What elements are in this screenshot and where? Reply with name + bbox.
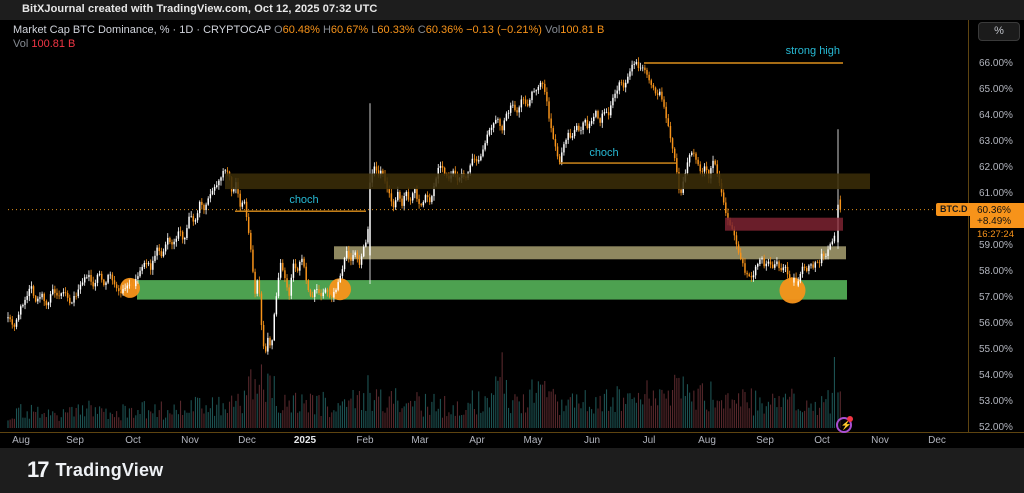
- btcd-symbol-tag: BTC.D: [936, 203, 972, 216]
- entry-circle-marker: [120, 277, 140, 298]
- legend-row-volume: Vol 100.81 B: [13, 38, 604, 51]
- entry-circle-marker: [779, 277, 806, 304]
- time-axis-label: Dec: [928, 435, 946, 446]
- price-tick-label: 53.00%: [979, 396, 1013, 407]
- legend-field-label: C: [414, 24, 426, 36]
- price-tick-label: 58.00%: [979, 266, 1013, 277]
- annotation-label: choch: [589, 147, 618, 159]
- candlestick-chart[interactable]: strong high choch choch: [0, 20, 968, 432]
- legend-field-label: L: [368, 24, 378, 36]
- price-tick-label: 59.00%: [979, 240, 1013, 251]
- flash-event-icon[interactable]: ⚡: [836, 416, 853, 433]
- ohlc-values: O60.48% H60.67% L60.33% C60.36% −0.13 (−…: [274, 24, 604, 36]
- tradingview-mark-icon: 17: [27, 457, 50, 482]
- price-tick-label: 63.00%: [979, 136, 1013, 147]
- vol-label: Vol: [13, 38, 29, 50]
- price-tick-label: 57.00%: [979, 292, 1013, 303]
- legend-field-value: 60.48%: [282, 24, 320, 36]
- khaki-demand-zone: [334, 246, 846, 260]
- legend-field-label: Vol: [541, 24, 561, 36]
- time-axis-label: 2025: [293, 435, 317, 446]
- time-axis-label: Apr: [469, 435, 485, 446]
- price-tick-label: 62.00%: [979, 162, 1013, 173]
- price-tick-label: 64.00%: [979, 110, 1013, 121]
- price-tick-label: 54.00%: [979, 370, 1013, 381]
- symbol-title: Market Cap BTC Dominance, % · 1D · CRYPT…: [13, 24, 271, 36]
- tradingview-logo[interactable]: 17 TradingView: [27, 457, 163, 483]
- legend-field-value: 60.36%: [425, 24, 464, 36]
- legend-field-value: 100.81 B: [560, 24, 605, 36]
- legend-row-main: Market Cap BTC Dominance, % · 1D · CRYPT…: [13, 24, 604, 37]
- time-axis-label: Nov: [871, 435, 889, 446]
- current-price: 60.36%: [977, 205, 1011, 216]
- legend-field-value: 60.67%: [330, 24, 369, 36]
- legend-field-label: O: [274, 24, 283, 36]
- legend-field-label: H: [319, 24, 331, 36]
- green-demand-zone: [137, 280, 847, 300]
- bar-countdown: 16:27:24: [970, 228, 1024, 241]
- time-axis-label: Feb: [356, 435, 374, 446]
- lightning-bolt-icon: ⚡: [840, 419, 852, 430]
- time-axis-label: May: [523, 435, 543, 446]
- time-axis-label: Jun: [583, 435, 601, 446]
- legend-field-value: −0.13 (−0.21%): [466, 24, 542, 36]
- price-change: +8.49%: [977, 216, 1012, 227]
- current-price-badge: 60.36% +8.49%: [970, 203, 1024, 229]
- price-tick-label: 55.00%: [979, 344, 1013, 355]
- price-axis[interactable]: % 66.00% 65.00% 64.00% 63.00% 62.00% 61.00% 60…: [968, 20, 1024, 448]
- price-tick-label: 65.00%: [979, 84, 1013, 95]
- tradingview-wordmark: TradingView: [55, 459, 164, 480]
- time-axis[interactable]: Aug Sep Oct Nov Dec 2025 Feb Mar Apr May Jun Jul Aug…: [0, 432, 1024, 448]
- symbol-legend: Market Cap BTC Dominance, % · 1D · CRYPT…: [13, 24, 604, 51]
- notification-dot: [847, 416, 853, 422]
- price-tick-label: 66.00%: [979, 58, 1013, 69]
- price-tick-label: 61.00%: [979, 188, 1013, 199]
- attribution-bar: BitXJournal created with TradingView.com…: [0, 0, 1024, 20]
- time-axis-label: Nov: [181, 435, 199, 446]
- time-axis-label: Aug: [12, 435, 30, 446]
- vol-value: 100.81 B: [31, 38, 76, 50]
- time-axis-label: Sep: [66, 435, 84, 446]
- legend-field-value: 60.33%: [377, 24, 415, 36]
- price-tick-label: 56.00%: [979, 318, 1013, 329]
- time-axis-label: Oct: [125, 435, 141, 446]
- annotation-label: choch: [289, 194, 318, 206]
- time-axis-label: Oct: [814, 435, 830, 446]
- time-axis-label: Aug: [698, 435, 716, 446]
- attribution-text: BitXJournal created with TradingView.com…: [22, 3, 378, 15]
- time-axis-label: Mar: [411, 435, 429, 446]
- percent-unit-button[interactable]: %: [978, 22, 1020, 41]
- time-axis-label: Dec: [238, 435, 256, 446]
- brown-supply-zone: [225, 173, 870, 190]
- price-tick-label: 52.00%: [979, 422, 1013, 433]
- time-axis-label: Jul: [642, 435, 656, 446]
- annotation-label: strong high: [786, 45, 840, 57]
- time-axis-label: Sep: [756, 435, 774, 446]
- footer-bar: 17 TradingView: [0, 448, 1024, 493]
- maroon-supply-zone: [725, 217, 843, 231]
